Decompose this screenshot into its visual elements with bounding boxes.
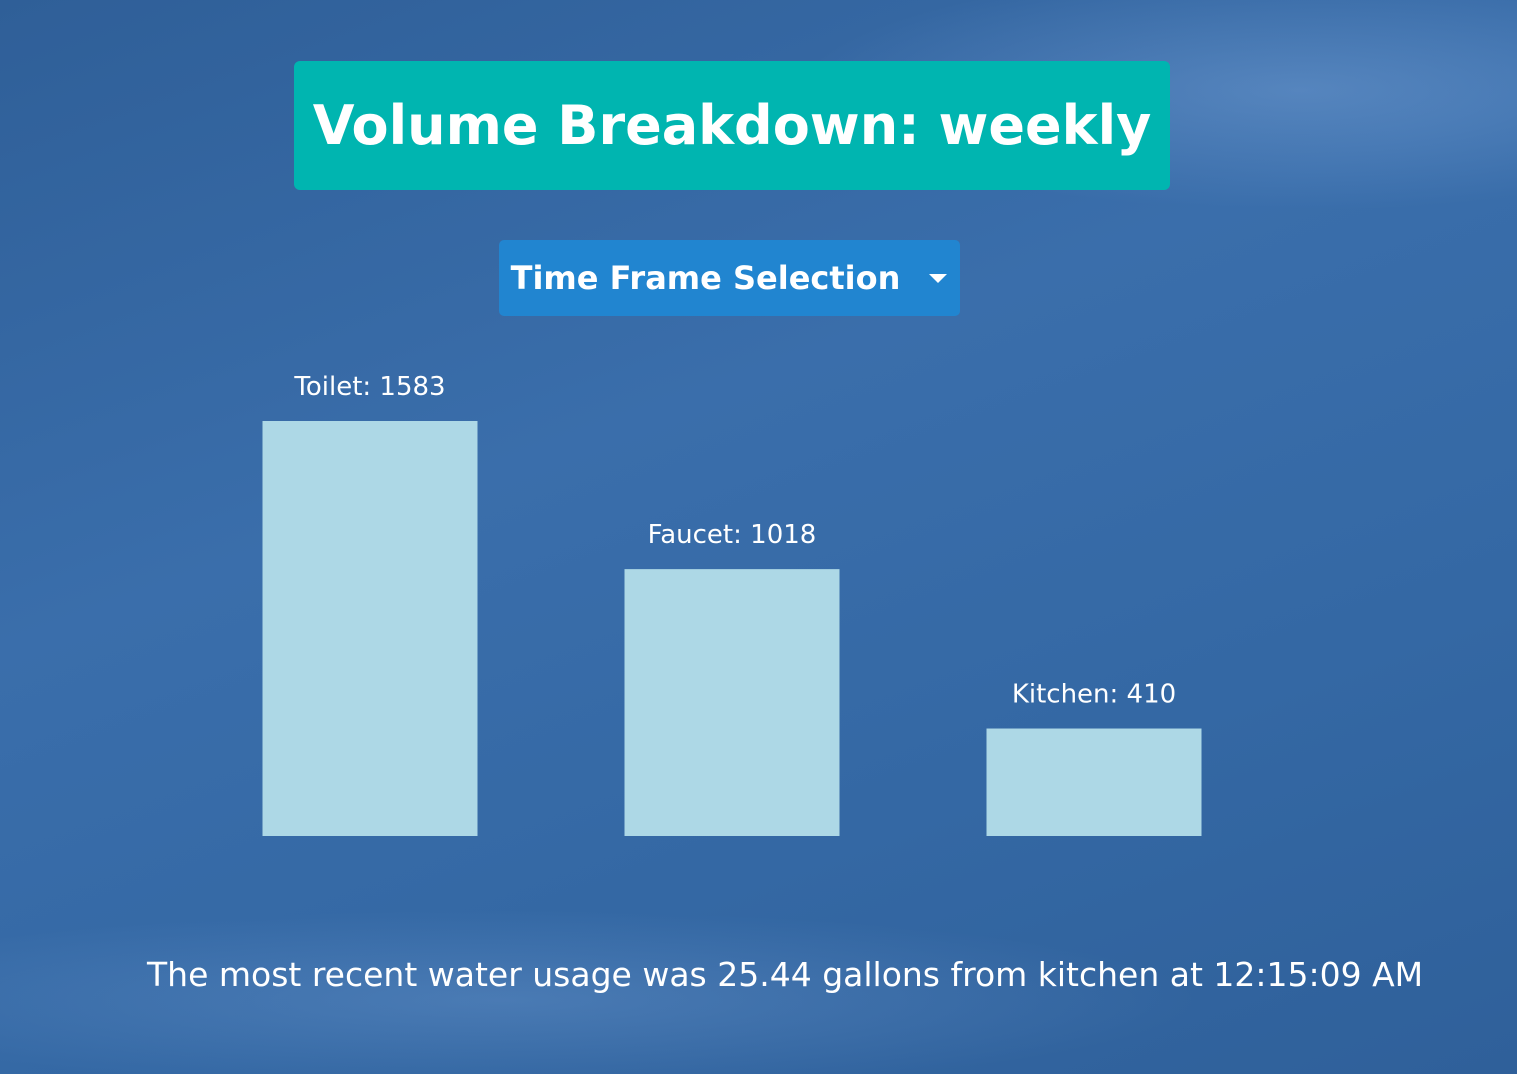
bar-label: Kitchen: 410 [1012, 680, 1176, 710]
bar [624, 569, 840, 836]
title: Volume Breakdown: weekly [312, 94, 1152, 157]
title-banner: Volume Breakdown: weekly [294, 61, 1170, 190]
bar-label: Toilet: 1583 [293, 372, 445, 402]
bar [986, 728, 1202, 836]
chart: Toilet: 1583 Faucet: 1018 Kitchen: 410 [262, 372, 1202, 836]
recent-usage: The most recent water usage was 25.44 ga… [147, 955, 1424, 994]
bar [262, 421, 478, 836]
time-frame-dropdown[interactable]: Time Frame Selection [499, 240, 960, 316]
dropdown-caret [929, 274, 948, 283]
dropdown-label: Time Frame Selection [510, 259, 901, 297]
bar-label: Faucet: 1018 [648, 520, 817, 550]
